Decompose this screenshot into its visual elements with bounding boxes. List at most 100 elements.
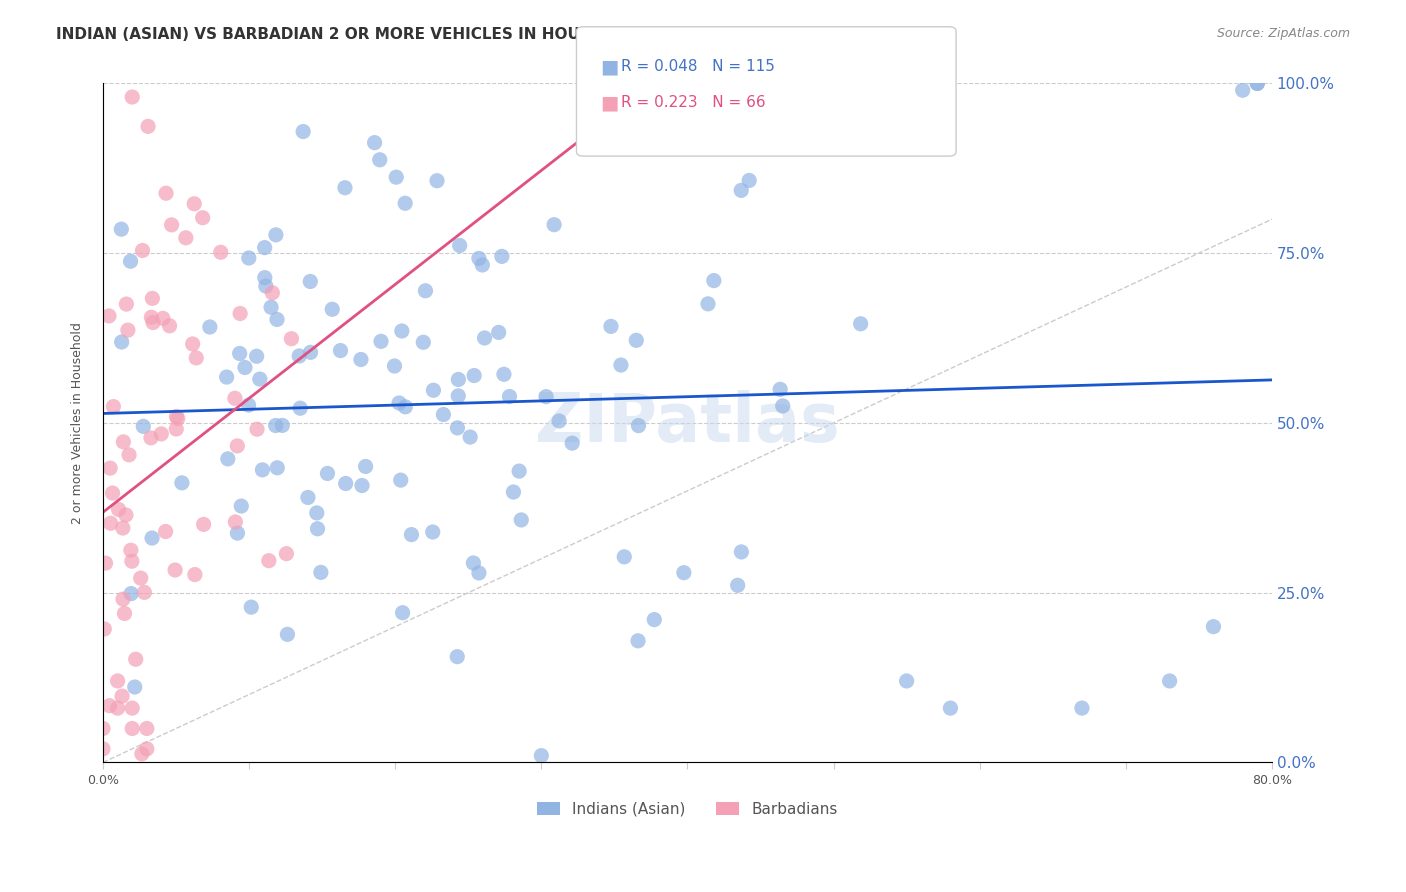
Point [170, 475, 193, 490]
Point [155, 186, 177, 201]
Point [276, 547, 298, 561]
Point [107, 502, 129, 516]
Point [627, 633, 650, 648]
Point [772, 399, 794, 413]
Point [391, 606, 413, 620]
Point [266, 460, 288, 475]
Point [363, 136, 385, 150]
Point [276, 627, 298, 641]
Point [1246, 77, 1268, 91]
Point [491, 249, 513, 263]
Point [463, 556, 485, 570]
Point [120, 586, 142, 600]
Point [939, 701, 962, 715]
Point [422, 384, 444, 398]
Point [118, 448, 141, 462]
Point [447, 389, 470, 403]
Point [186, 351, 208, 365]
Point [1071, 701, 1094, 715]
Point [309, 566, 332, 580]
Point [350, 352, 373, 367]
Point [114, 607, 136, 621]
Point [307, 522, 329, 536]
Point [121, 90, 143, 104]
Point [498, 390, 520, 404]
Legend: Indians (Asian), Barbadians: Indians (Asian), Barbadians [531, 796, 844, 822]
Point [401, 527, 423, 541]
Point [191, 211, 214, 225]
Point [297, 491, 319, 505]
Point [181, 337, 204, 351]
Point [672, 566, 695, 580]
Point [120, 254, 142, 268]
Point [548, 414, 571, 428]
Point [471, 258, 494, 272]
Point [111, 521, 134, 535]
Point [253, 241, 276, 255]
Point [321, 302, 343, 317]
Point [299, 345, 322, 359]
Point [253, 270, 276, 285]
Point [468, 566, 491, 580]
Point [502, 485, 524, 500]
Point [94, 556, 117, 570]
Point [280, 332, 302, 346]
Point [388, 396, 411, 410]
Point [316, 467, 339, 481]
Point [238, 398, 260, 412]
Point [135, 742, 157, 756]
Text: INDIAN (ASIAN) VS BARBADIAN 2 OR MORE VEHICLES IN HOUSEHOLD CORRELATION CHART: INDIAN (ASIAN) VS BARBADIAN 2 OR MORE VE… [56, 27, 838, 42]
Point [613, 549, 636, 564]
Point [333, 180, 356, 194]
Point [415, 284, 437, 298]
Point [1246, 77, 1268, 91]
Text: ■: ■ [600, 57, 619, 77]
Point [115, 508, 138, 522]
Point [271, 418, 294, 433]
Point [111, 334, 134, 349]
Point [132, 419, 155, 434]
Point [141, 310, 163, 325]
Point [121, 722, 143, 736]
Point [350, 478, 373, 492]
Point [447, 372, 470, 386]
Point [508, 464, 530, 478]
Point [446, 421, 468, 435]
Point [165, 409, 187, 424]
Point [769, 382, 792, 396]
Point [233, 360, 256, 375]
Point [249, 372, 271, 386]
Point [266, 312, 288, 326]
Point [115, 297, 138, 311]
Point [131, 747, 153, 761]
Point [896, 673, 918, 688]
Point [262, 285, 284, 300]
Point [91, 742, 114, 756]
Point [217, 451, 239, 466]
Point [264, 418, 287, 433]
Point [111, 689, 134, 703]
Point [543, 218, 565, 232]
Point [257, 554, 280, 568]
Point [107, 701, 129, 715]
Point [231, 499, 253, 513]
Point [299, 275, 322, 289]
Point [141, 531, 163, 545]
Point [166, 411, 188, 425]
Point [229, 306, 252, 320]
Point [474, 331, 496, 345]
Point [600, 319, 623, 334]
Point [91, 722, 114, 736]
Point [121, 554, 143, 568]
Text: ZIPatlas: ZIPatlas [536, 390, 839, 456]
Point [238, 251, 260, 265]
Point [1232, 83, 1254, 97]
Y-axis label: 2 or more Vehicles in Household: 2 or more Vehicles in Household [72, 322, 84, 524]
Point [125, 652, 148, 666]
Point [368, 153, 391, 167]
Point [226, 439, 249, 453]
Point [354, 459, 377, 474]
Text: R = 0.223   N = 66: R = 0.223 N = 66 [621, 95, 766, 110]
Point [136, 120, 159, 134]
Point [228, 346, 250, 360]
